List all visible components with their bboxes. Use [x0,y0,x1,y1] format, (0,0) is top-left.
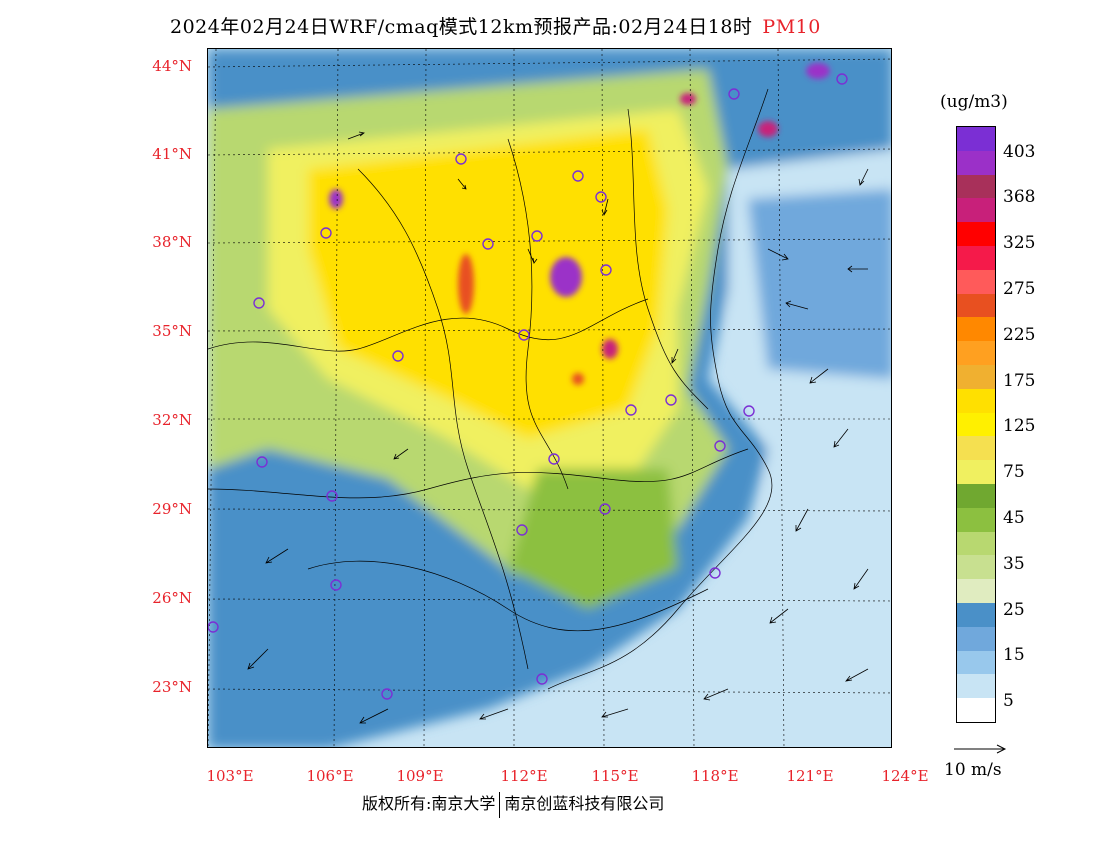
colorbar-segment [957,579,995,604]
colorbar-segment [957,150,995,176]
lon-label-124: 124°E [881,767,929,785]
lon-label-109: 109°E [396,767,444,785]
colorbar-segment [957,674,995,699]
colorbar-label-403: 403 [1003,142,1036,162]
map-title: 2024年02月24日WRF/cmaq模式12km预报产品:02月24日18时 P… [170,12,821,39]
lat-label-44: 44°N [152,57,192,75]
colorbar-label-325: 325 [1003,233,1036,253]
lon-label-112: 112°E [500,767,548,785]
title-variable: PM10 [762,16,821,38]
lat-label-35: 35°N [152,322,192,340]
colorbar-segment [957,317,995,342]
colorbar-label-275: 275 [1003,279,1036,299]
colorbar-segment [957,269,995,295]
colorbar-segment [957,507,995,533]
title-main: 2024年02月24日WRF/cmaq模式12km预报产品:02月24日18时 [170,16,753,38]
lat-label-26: 26°N [152,589,192,607]
colorbar-unit: (ug/m3) [940,92,1008,112]
lon-label-115: 115°E [591,767,639,785]
lat-label-38: 38°N [152,233,192,251]
colorbar-segment [957,174,995,199]
colorbar-segment [957,246,995,271]
lon-label-121: 121°E [786,767,834,785]
lat-label-41: 41°N [152,145,192,163]
colorbar-segment [957,698,995,723]
colorbar-label-225: 225 [1003,325,1036,345]
colorbar-segment [957,341,995,366]
copyright-left: 版权所有:南京大学 [362,794,496,813]
colorbar-segment [957,198,995,223]
colorbar-label-75: 75 [1003,462,1025,482]
lat-label-23: 23°N [152,678,192,696]
colorbar-segment [957,436,995,461]
colorbar-label-15: 15 [1003,645,1025,665]
colorbar-label-35: 35 [1003,554,1025,574]
colorbar-segment [957,460,995,485]
colorbar-segment [957,412,995,437]
colorbar-segment [957,555,995,580]
lon-label-118: 118°E [691,767,739,785]
colorbar-segment [957,484,995,509]
map-field-svg [208,49,891,747]
lat-label-32: 32°N [152,411,192,429]
lon-label-106: 106°E [306,767,354,785]
copyright-right: 南京创蓝科技有限公司 [504,794,665,813]
reference-vector-arrow [954,744,1007,754]
colorbar-segment [957,127,995,152]
colorbar-segment [957,388,995,414]
colorbar-segment [957,531,995,556]
footer-divider [499,791,501,818]
colorbar-segment [957,365,995,390]
colorbar-segment [957,603,995,628]
colorbar-label-368: 368 [1003,187,1036,207]
colorbar-segment [957,650,995,675]
colorbar-label-5: 5 [1003,691,1014,711]
colorbar-label-125: 125 [1003,416,1036,436]
colorbar-segment [957,626,995,652]
colorbar [956,126,996,723]
colorbar-label-175: 175 [1003,371,1036,391]
pm10-map [207,48,892,748]
lon-label-103: 103°E [206,767,254,785]
colorbar-segment [957,222,995,247]
copyright-footer: 版权所有:南京大学 南京创蓝科技有限公司 [362,790,664,818]
colorbar-segment [957,293,995,318]
colorbar-label-25: 25 [1003,600,1025,620]
reference-vector-label: 10 m/s [944,760,1002,780]
colorbar-label-45: 45 [1003,508,1025,528]
lat-label-29: 29°N [152,500,192,518]
